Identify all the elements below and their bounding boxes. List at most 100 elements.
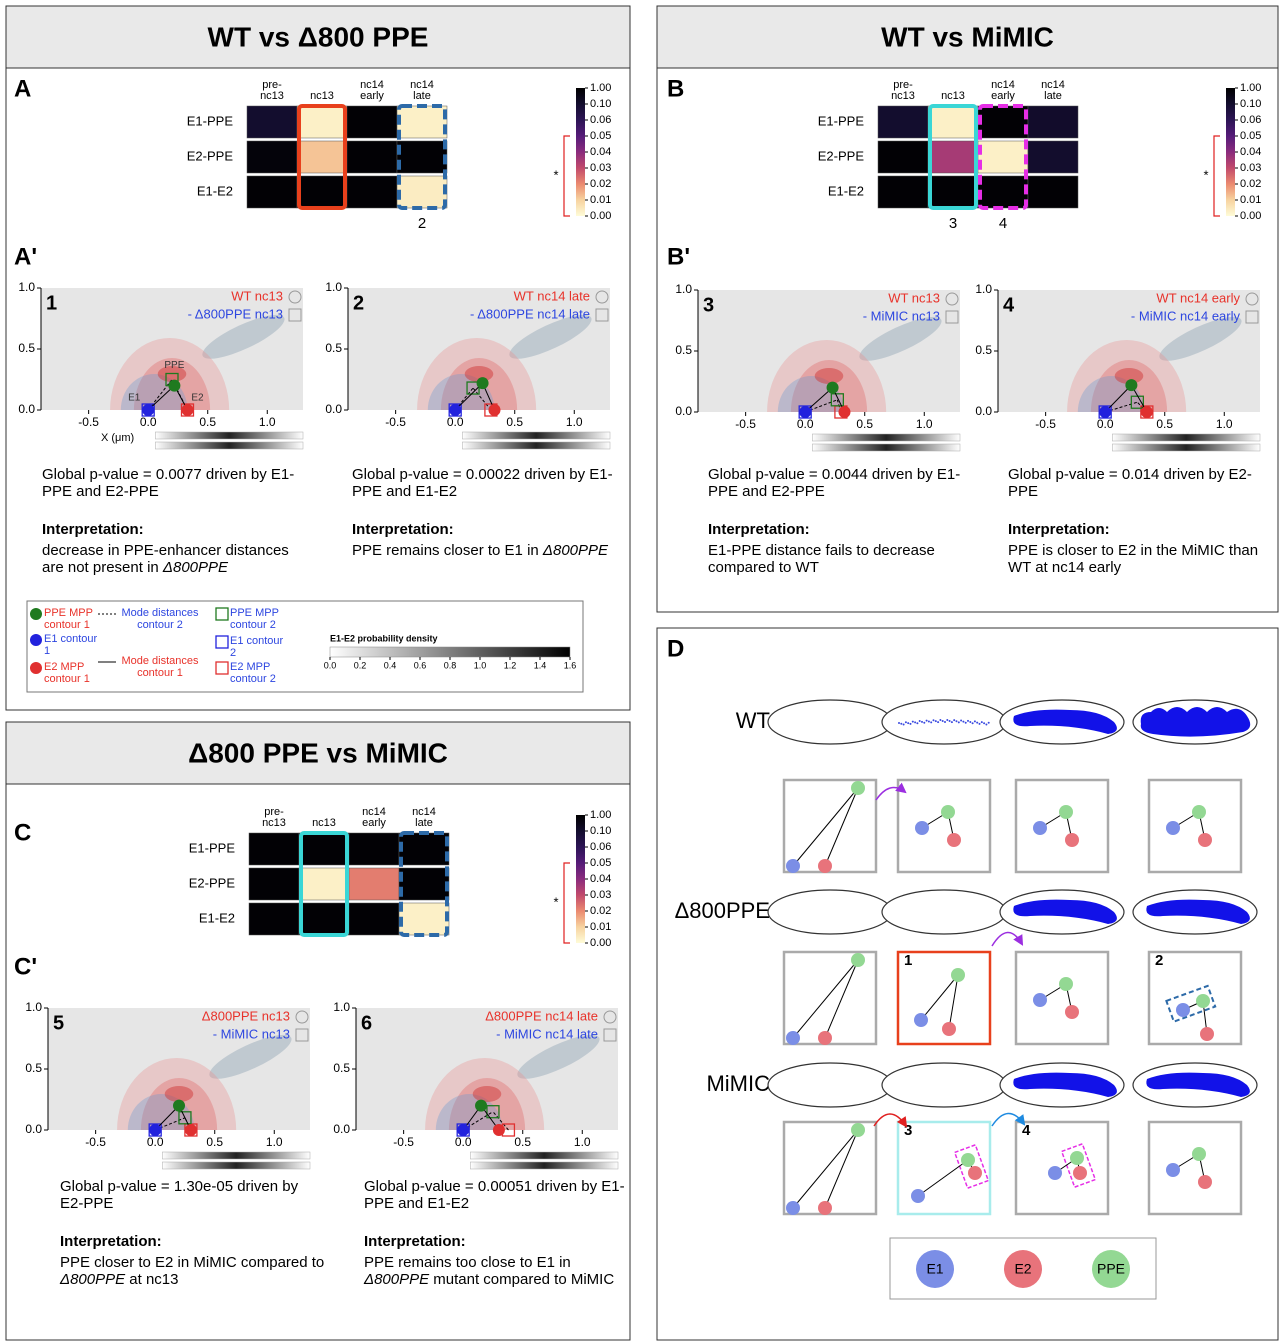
row-label: Δ800PPE: [675, 898, 770, 923]
plot-number: 2: [353, 292, 364, 314]
node: [941, 805, 955, 819]
interpretation-part: E1-PPE distance fails to decrease compar…: [708, 542, 935, 576]
x-tick-label: 0.0: [797, 417, 814, 431]
x-tick-label: 0.5: [206, 1135, 223, 1149]
colorbar-label: 0.04: [590, 873, 611, 885]
heatmap-cell: [928, 106, 978, 138]
plot-number: 3: [703, 294, 714, 316]
heatmap-cell: [297, 141, 347, 173]
plot-legend: Δ800PPE nc13: [202, 1008, 290, 1023]
heatmap-cell: [299, 903, 349, 935]
embryo: [882, 1063, 1006, 1107]
colorbar-label: 0.10: [1240, 98, 1261, 110]
interpretation-part: Δ800PPE: [163, 559, 228, 576]
colorbar-label: 0.01: [590, 194, 611, 206]
colorbar-label: 0.05: [590, 857, 611, 869]
legend-text: E1 contour 1: [44, 633, 106, 657]
x-tick-label: 1.0: [566, 415, 583, 429]
y-tick-label: 1.0: [325, 280, 342, 294]
p-value: Global p-value = 0.00051 driven by E1-PP…: [364, 1178, 629, 1212]
significance-label: *: [553, 894, 558, 909]
diagram-box: [1149, 780, 1241, 872]
column-label: late: [415, 817, 433, 829]
x-tick-label: -0.5: [735, 417, 756, 431]
x-tick-label: 0.5: [506, 415, 523, 429]
p-value: Global p-value = 0.0077 driven by E1-PPE…: [42, 466, 307, 500]
point-label: E1: [128, 393, 141, 404]
diagram-box: [784, 1122, 876, 1214]
density-tick-label: 0.0: [324, 660, 337, 670]
heatmap-cell: [249, 903, 299, 935]
heatmap-cell: [347, 106, 397, 138]
mpp-circle: [799, 406, 811, 418]
node: [1166, 1163, 1180, 1177]
heatmap-cell: [349, 903, 399, 935]
legend-symbol: [30, 608, 42, 620]
x-tick-label: 1.0: [1216, 417, 1233, 431]
interpretation-part: Δ800PPE: [60, 1271, 125, 1288]
row-label: E1-PPE: [189, 840, 236, 855]
interpretation-heading: Interpretation:: [708, 521, 810, 538]
colorbar-label: 0.03: [1240, 162, 1261, 174]
mpp-circle: [142, 404, 154, 416]
colorbar-label: 0.03: [590, 162, 611, 174]
node: [786, 859, 800, 873]
legend-text: PPE MPP contour 2: [230, 607, 292, 631]
node: [942, 1022, 956, 1036]
x-tick-label: 0.5: [199, 415, 216, 429]
x-tick-label: 0.5: [1156, 417, 1173, 431]
y-tick-label: 1.0: [333, 1000, 350, 1014]
y-tick-label: 0.5: [333, 1061, 350, 1075]
highlight-label: 3: [949, 215, 957, 232]
column-label: early: [991, 90, 1015, 102]
x-tick-label: -0.5: [393, 1135, 414, 1149]
row-label: E2-PPE: [187, 148, 234, 163]
legend-text: PPE MPP contour 1: [44, 607, 106, 631]
interpretation: PPE is closer to E2 in the MiMIC than WT…: [1008, 542, 1273, 576]
row-label: WT: [736, 708, 770, 733]
column-label: nc13: [262, 817, 286, 829]
y-tick-label: 1.0: [975, 282, 992, 296]
x-tick-label: -0.5: [385, 415, 406, 429]
interpretation-part: Δ800PPE: [543, 542, 608, 559]
red-core: [815, 368, 844, 384]
expression-dot: [912, 721, 914, 723]
expression-dot: [976, 722, 978, 724]
density-tick-label: 1.4: [534, 660, 547, 670]
node: [1198, 1175, 1212, 1189]
point-label: E2: [191, 393, 204, 404]
expression-dot: [910, 723, 912, 725]
heatmap-cell: [247, 176, 297, 208]
embryo: [768, 890, 892, 934]
x-tick-label: 0.5: [856, 417, 873, 431]
expression-dot: [983, 722, 985, 724]
diagram-box: [784, 952, 876, 1044]
plot-legend: WT nc13: [231, 288, 283, 303]
mpp-circle: [1141, 406, 1153, 418]
interpretation-part: Δ800PPE: [364, 1271, 429, 1288]
node: [1166, 821, 1180, 835]
plot-legend: - MiMIC nc14 late: [496, 1026, 598, 1041]
expression-dot: [937, 721, 939, 723]
expression-dot: [907, 722, 909, 724]
expression-dot: [974, 720, 976, 722]
mpp-circle: [838, 406, 850, 418]
interpretation-part: PPE closer to E2 in MiMIC compared to: [60, 1254, 324, 1271]
column-label: nc13: [260, 90, 284, 102]
heatmap-cell: [1028, 176, 1078, 208]
diagram-box: [1016, 780, 1108, 872]
expression: [1141, 707, 1250, 737]
node: [818, 859, 832, 873]
node: [911, 1189, 925, 1203]
heatmap-cell: [247, 106, 297, 138]
x-axis-label: X (μm): [101, 432, 134, 444]
expression-dot: [930, 721, 932, 723]
heatmap-cell: [347, 176, 397, 208]
heatmap-cell: [299, 868, 349, 900]
row-label: E1-PPE: [187, 113, 234, 128]
column-label: early: [362, 817, 386, 829]
y-tick-label: 0.0: [333, 1122, 350, 1136]
heatmap-cell: [347, 141, 397, 173]
interpretation-part: mutant compared to MiMIC: [429, 1271, 614, 1288]
x-tick-label: 1.0: [916, 417, 933, 431]
